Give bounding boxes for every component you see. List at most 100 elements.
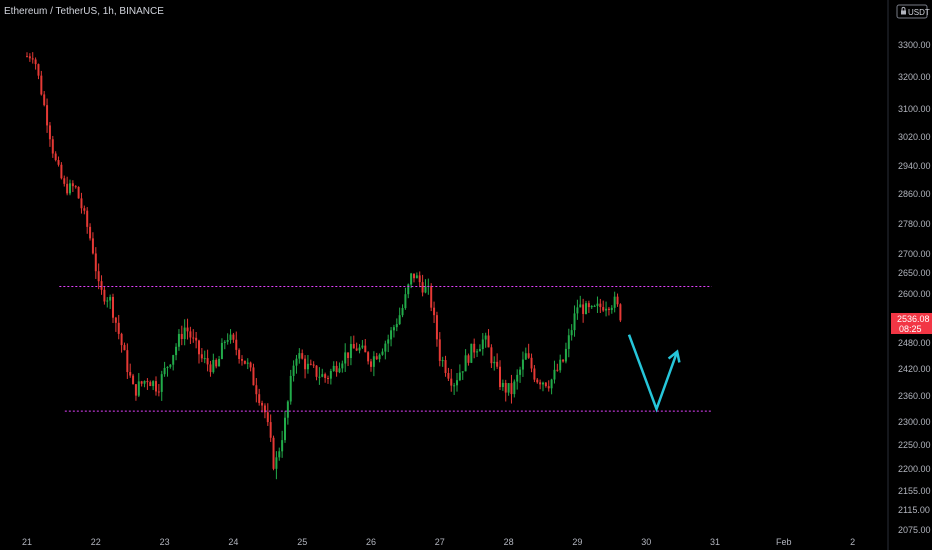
candle-body xyxy=(610,307,613,310)
candle-body xyxy=(152,381,155,387)
currency-selector[interactable]: USDT xyxy=(896,4,930,19)
candle-body xyxy=(381,351,384,355)
candle-body xyxy=(157,391,160,393)
y-tick-label: 3200.00 xyxy=(898,72,931,82)
candle-body xyxy=(312,364,315,366)
candle-body xyxy=(450,378,453,386)
y-axis-ticks: 3300.00 3200.00 3100.00 3020.00 2940.00 2860.… xyxy=(898,40,931,535)
candle-body xyxy=(57,160,60,165)
candle-body xyxy=(585,303,587,314)
candle-body xyxy=(232,334,235,340)
candle-body xyxy=(493,361,496,364)
candle-body xyxy=(34,59,37,65)
candle-body xyxy=(321,374,324,377)
candle-body xyxy=(269,422,272,438)
candle-body xyxy=(435,315,438,340)
candle-body xyxy=(413,273,415,279)
candle-body xyxy=(137,381,140,396)
candle-body xyxy=(410,273,413,285)
candle-body xyxy=(470,343,473,363)
candle-body xyxy=(542,382,544,385)
y-tick-label: 3100.00 xyxy=(898,104,931,114)
candle-body xyxy=(198,340,200,355)
candle-body xyxy=(220,342,223,359)
candle-body xyxy=(556,369,559,371)
candle-body xyxy=(355,348,358,351)
candle-body xyxy=(553,369,556,380)
candle-body xyxy=(160,374,163,392)
candle-body xyxy=(28,56,31,59)
x-tick-label: 27 xyxy=(435,537,445,547)
candle-body xyxy=(453,385,456,387)
candle-body xyxy=(447,372,450,379)
y-tick-label: 2420.00 xyxy=(898,364,931,374)
candle-body xyxy=(89,226,92,239)
candle-body xyxy=(155,381,157,392)
candle-body xyxy=(619,304,622,321)
candle-body xyxy=(458,372,461,381)
candle-body xyxy=(464,355,467,372)
last-price-value: 2536.08 xyxy=(897,314,930,324)
candle-body xyxy=(261,402,264,406)
candle-body xyxy=(235,339,238,350)
y-tick-label: 2115.00 xyxy=(898,505,930,515)
candle-body xyxy=(103,289,106,302)
candle-body xyxy=(180,333,183,340)
y-tick-label: 2200.00 xyxy=(898,464,931,474)
candle-body xyxy=(238,349,241,359)
candle-body xyxy=(461,371,464,373)
candle-body xyxy=(473,343,476,353)
candle-body xyxy=(536,379,539,383)
candle-body xyxy=(74,186,77,188)
candle-body xyxy=(206,358,209,365)
candle-body xyxy=(407,284,410,295)
candle-body xyxy=(134,384,137,396)
y-tick-label: 2250.00 xyxy=(898,440,931,450)
candle-body xyxy=(570,330,573,336)
candle-body xyxy=(301,353,304,359)
candle-body xyxy=(519,369,522,375)
candle-body xyxy=(203,358,206,360)
candle-body xyxy=(295,358,298,366)
candle-body xyxy=(91,238,94,254)
candle-body xyxy=(183,327,186,340)
candle-body xyxy=(278,451,281,458)
y-tick-label: 2780.00 xyxy=(898,219,931,229)
candle-body xyxy=(243,360,246,364)
x-tick-label: 22 xyxy=(91,537,101,547)
candle-body xyxy=(195,337,198,341)
candle-body xyxy=(510,383,513,395)
last-price-countdown: 08:25 xyxy=(899,324,922,334)
candle-body xyxy=(189,331,192,338)
candle-body xyxy=(48,125,51,140)
candle-body xyxy=(507,383,510,393)
candle-body xyxy=(341,363,344,369)
candle-body xyxy=(169,364,172,367)
candle-body xyxy=(318,376,321,378)
candle-body xyxy=(547,386,550,389)
candle-body xyxy=(530,357,533,369)
candle-body xyxy=(309,363,312,365)
candle-body xyxy=(332,365,335,371)
candle-body xyxy=(306,363,309,370)
candle-body xyxy=(347,352,350,359)
candle-body xyxy=(398,315,401,325)
lock-icon xyxy=(901,6,906,15)
candle-body xyxy=(284,417,286,441)
candle-body xyxy=(77,186,80,199)
candle-body xyxy=(166,366,169,368)
candle-body xyxy=(229,334,232,341)
candle-body xyxy=(352,344,355,349)
candle-body xyxy=(378,354,381,360)
candle-body xyxy=(83,208,86,211)
candle-body xyxy=(444,360,447,373)
y-tick-label: 2700.00 xyxy=(898,249,931,259)
candle-body xyxy=(132,375,135,385)
projection-path[interactable] xyxy=(627,334,679,413)
candle-body xyxy=(467,355,470,363)
candle-body xyxy=(564,348,567,362)
candle-body xyxy=(616,296,619,305)
candle-body xyxy=(418,275,421,283)
candle-body xyxy=(120,333,123,346)
